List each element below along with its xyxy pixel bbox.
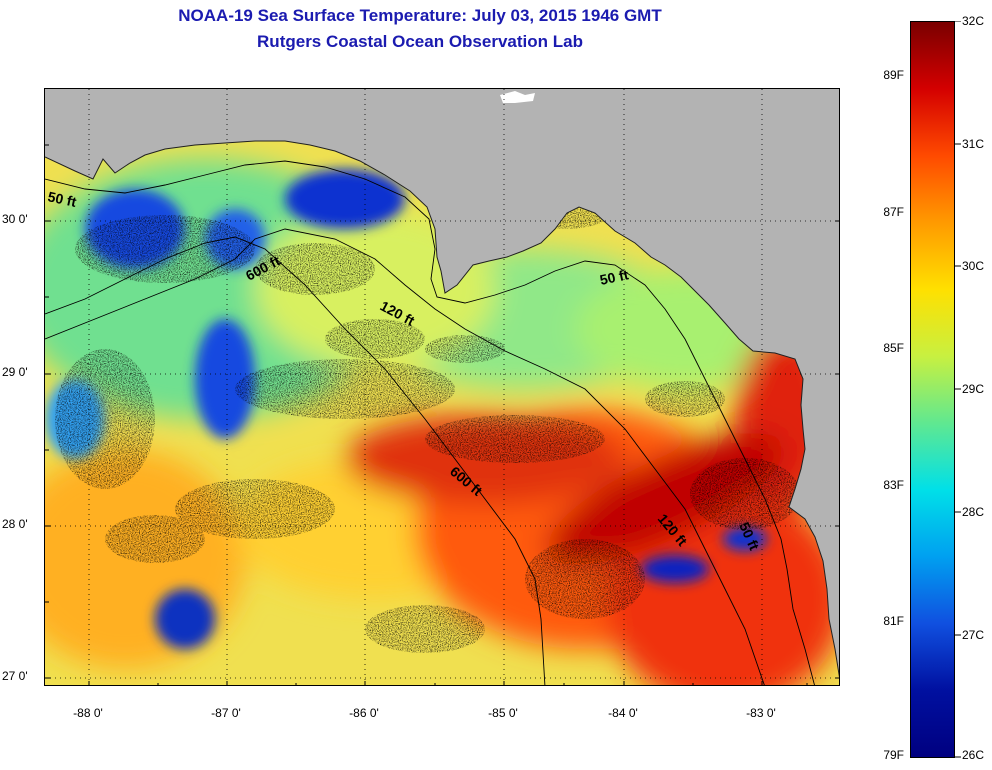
lat-tick-label: 29 0' (2, 365, 28, 379)
colorbar-label-c: 32C (962, 14, 985, 28)
lat-tick-label: 30 0' (2, 212, 28, 226)
lon-tick-label: -83 0' (746, 706, 776, 720)
lon-tick-label: -87 0' (211, 706, 241, 720)
colorbar-label-f: 79F (883, 748, 904, 762)
colorbar-label-f: 83F (883, 478, 904, 492)
chart-subtitle: Rutgers Coastal Ocean Observation Lab (257, 32, 583, 51)
sst-map: 50 ft 600 ft 120 ft 50 ft 600 ft 120 ft … (44, 88, 840, 686)
color-scale-bar (910, 21, 955, 758)
lon-tick-label: -84 0' (608, 706, 638, 720)
colorbar-label-c: 29C (962, 382, 985, 396)
colorbar-label-f: 89F (883, 68, 904, 82)
sst-map-canvas: 50 ft 600 ft 120 ft 50 ft 600 ft 120 ft … (45, 89, 839, 685)
lon-tick-label: -86 0' (349, 706, 379, 720)
lon-tick-label: -88 0' (73, 706, 103, 720)
contour-label: 50 ft (598, 266, 630, 288)
lon-tick-label: -85 0' (488, 706, 518, 720)
colorbar-ticks (955, 21, 961, 758)
contour-label: 50 ft (46, 188, 78, 210)
colorbar-label-c: 27C (962, 628, 985, 642)
chart-title: NOAA-19 Sea Surface Temperature: July 03… (178, 6, 662, 25)
colorbar-label-f: 87F (883, 205, 904, 219)
colorbar-label-c: 28C (962, 505, 985, 519)
colorbar-label-c: 31C (962, 137, 985, 151)
lat-tick-label: 28 0' (2, 517, 28, 531)
colorbar-label-f: 85F (883, 341, 904, 355)
colorbar-label-c: 26C (962, 748, 985, 762)
lat-tick-label: 27 0' (2, 669, 28, 683)
colorbar-label-c: 30C (962, 259, 985, 273)
colorbar-label-f: 81F (883, 614, 904, 628)
